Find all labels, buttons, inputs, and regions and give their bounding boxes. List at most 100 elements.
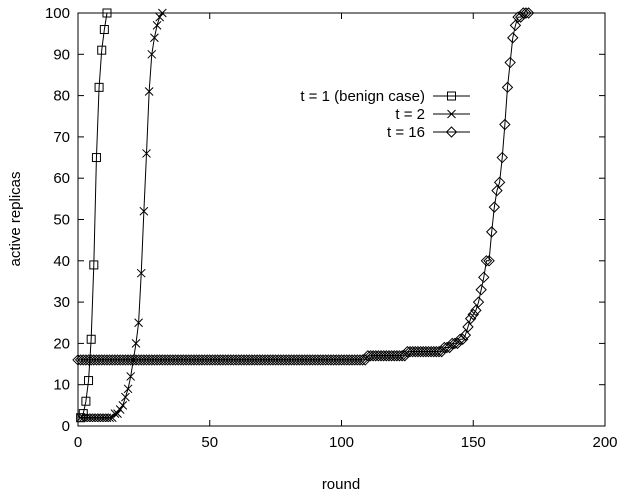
square-marker — [447, 91, 456, 101]
diamond-marker — [248, 354, 261, 366]
diamond-marker — [304, 354, 316, 366]
diamond-marker — [138, 354, 150, 366]
diamond-marker — [393, 350, 406, 362]
diamond-marker — [312, 354, 324, 366]
square-marker — [99, 25, 109, 35]
diamond-marker — [351, 354, 364, 366]
diamond-marker — [388, 350, 400, 362]
cross-marker — [155, 12, 165, 22]
diamond-marker — [190, 354, 203, 366]
diamond-marker — [124, 354, 137, 366]
square-marker — [102, 8, 112, 18]
diamond-marker — [109, 354, 121, 366]
diamond-marker — [499, 118, 511, 131]
diamond-marker — [298, 354, 311, 366]
diamond-marker — [267, 354, 279, 366]
diamond-marker — [238, 354, 250, 366]
diamond-marker — [280, 354, 292, 366]
diamond-marker — [290, 354, 303, 366]
cross-marker — [134, 318, 143, 328]
cross-marker — [144, 87, 154, 96]
diamond-marker — [122, 354, 134, 366]
legend-label: t = 1 (benign case) — [300, 88, 425, 105]
diamond-marker — [230, 354, 242, 366]
diamond-marker — [438, 341, 450, 354]
diamond-marker — [354, 354, 366, 366]
diamond-marker — [82, 354, 95, 366]
diamond-marker — [254, 354, 266, 366]
x-tick-label: 100 — [329, 434, 354, 451]
diamond-marker — [375, 350, 387, 362]
cross-marker — [136, 268, 146, 278]
diamond-marker — [472, 296, 485, 308]
diamond-marker — [132, 354, 145, 366]
diamond-marker — [103, 354, 116, 366]
diamond-marker — [401, 345, 414, 358]
diamond-marker — [148, 354, 161, 366]
diamond-marker — [135, 354, 147, 366]
diamond-marker — [98, 354, 111, 366]
diamond-marker — [430, 345, 443, 358]
diamond-marker — [296, 354, 308, 366]
y-tick-label: 70 — [53, 129, 70, 146]
legend: t = 1 (benign case)t = 2t = 16 — [300, 88, 470, 141]
diamond-marker — [459, 329, 472, 341]
diamond-marker — [177, 354, 190, 366]
diamond-marker — [156, 354, 169, 366]
diamond-marker — [209, 354, 221, 366]
diamond-marker — [478, 271, 490, 284]
diamond-marker — [372, 350, 385, 362]
diamond-marker — [96, 354, 108, 366]
y-tick-label: 40 — [53, 253, 70, 270]
x-tick-label: 150 — [461, 434, 486, 451]
diamond-marker — [496, 151, 508, 164]
diamond-marker — [385, 350, 398, 362]
cross-marker — [121, 392, 130, 402]
diamond-marker — [509, 19, 522, 32]
diamond-marker — [198, 354, 211, 366]
diamond-marker — [185, 354, 198, 366]
diamond-marker — [457, 333, 469, 345]
diamond-marker — [409, 345, 421, 358]
series-line — [78, 12, 529, 361]
diamond-marker — [204, 354, 216, 366]
diamond-marker — [140, 354, 153, 366]
diamond-marker — [293, 354, 306, 366]
diamond-marker — [412, 345, 424, 358]
diamond-marker — [275, 354, 287, 366]
diamond-marker — [520, 7, 532, 19]
diamond-marker — [288, 354, 300, 366]
legend-label: t = 16 — [387, 124, 425, 141]
diamond-marker — [88, 354, 100, 366]
diamond-marker — [175, 354, 187, 366]
diamond-marker — [151, 354, 163, 366]
diamond-marker — [159, 354, 171, 366]
diamond-marker — [335, 354, 348, 366]
cross-marker — [147, 49, 157, 59]
diamond-marker — [501, 81, 514, 94]
diamond-marker — [225, 354, 237, 366]
diamond-marker — [417, 345, 429, 358]
diamond-marker — [277, 354, 290, 366]
diamond-marker — [364, 350, 377, 362]
series-layer — [72, 7, 535, 423]
diamond-marker — [391, 350, 403, 362]
diamond-marker — [483, 255, 495, 267]
diamond-marker — [101, 354, 113, 366]
square-marker — [94, 82, 104, 92]
diamond-marker — [370, 350, 382, 362]
diamond-marker — [211, 354, 224, 366]
y-tick-label: 100 — [45, 5, 70, 22]
diamond-marker — [196, 354, 208, 366]
diamond-marker — [422, 345, 435, 358]
diamond-marker — [485, 226, 498, 238]
diamond-marker — [222, 354, 234, 366]
diamond-marker — [206, 354, 219, 366]
square-marker — [81, 396, 91, 406]
cross-marker — [118, 400, 128, 410]
diamond-marker — [243, 354, 255, 366]
y-tick-label: 30 — [53, 294, 70, 311]
diamond-marker — [446, 337, 458, 350]
cross-marker — [131, 339, 141, 348]
